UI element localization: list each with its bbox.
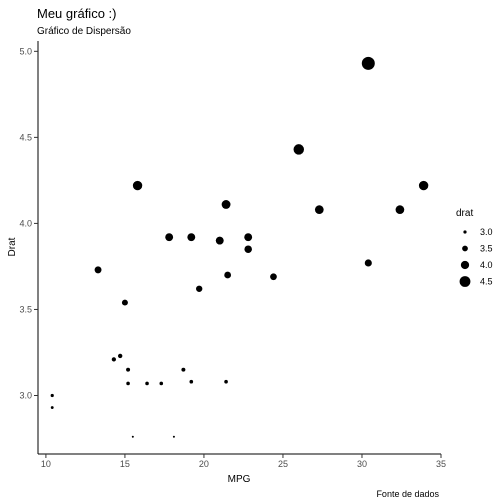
data-point xyxy=(395,205,405,214)
data-point xyxy=(181,367,186,372)
chart-subtitle: Gráfico de Dispersão xyxy=(37,26,131,37)
axes xyxy=(37,41,441,455)
data-point xyxy=(314,205,324,214)
data-point xyxy=(117,353,123,359)
data-point xyxy=(196,285,203,292)
legend: drat 3.0 3.5 4.0 4.5 xyxy=(456,208,493,287)
x-axis-title: MPG xyxy=(228,474,251,485)
legend-key xyxy=(462,245,468,252)
legend-title: drat xyxy=(456,208,473,219)
data-point xyxy=(187,233,196,242)
x-tick-label: 35 xyxy=(436,459,446,469)
data-point xyxy=(293,144,304,155)
chart-caption: Fonte de dados xyxy=(376,489,439,499)
data-point xyxy=(172,435,175,438)
data-point xyxy=(221,200,231,209)
y-tick-label: 5.0 xyxy=(19,46,32,56)
y-tick-label: 4.0 xyxy=(19,218,32,228)
data-point xyxy=(50,393,54,398)
data-points xyxy=(50,56,429,438)
data-point xyxy=(189,379,194,384)
data-point xyxy=(361,56,375,70)
data-point xyxy=(224,379,228,384)
x-tick-label: 10 xyxy=(41,459,51,469)
data-point xyxy=(418,180,429,191)
x-ticks: 10 15 20 25 30 35 xyxy=(41,454,446,469)
data-point xyxy=(131,435,134,438)
data-point xyxy=(111,357,116,362)
data-point xyxy=(145,381,149,386)
legend-label: 4.0 xyxy=(480,260,493,270)
x-tick-label: 25 xyxy=(278,459,288,469)
legend-key xyxy=(460,260,470,270)
data-point xyxy=(121,299,128,306)
legend-key xyxy=(463,230,467,234)
data-point xyxy=(165,233,174,242)
data-point xyxy=(244,233,253,242)
data-point xyxy=(159,381,164,386)
data-point xyxy=(224,271,232,279)
data-point xyxy=(126,367,131,372)
y-ticks: 3.0 3.5 4.0 4.5 5.0 xyxy=(19,46,38,400)
legend-key xyxy=(459,276,471,287)
data-point xyxy=(94,266,102,274)
y-tick-label: 3.0 xyxy=(19,390,32,400)
legend-label: 3.0 xyxy=(480,227,493,237)
y-tick-label: 3.5 xyxy=(19,304,32,314)
legend-label: 4.5 xyxy=(480,277,493,287)
data-point xyxy=(215,236,224,245)
data-point xyxy=(244,245,252,253)
x-tick-label: 20 xyxy=(199,459,209,469)
legend-label: 3.5 xyxy=(480,244,493,254)
x-tick-label: 30 xyxy=(357,459,367,469)
data-point xyxy=(50,406,54,409)
data-point xyxy=(364,259,372,267)
data-point xyxy=(270,273,277,281)
data-point xyxy=(126,381,130,386)
y-axis-title: Drat xyxy=(7,237,18,256)
chart-title: Meu gráfico :) xyxy=(37,6,116,21)
data-point xyxy=(132,180,143,191)
y-tick-label: 4.5 xyxy=(19,132,32,142)
x-tick-label: 15 xyxy=(120,459,130,469)
